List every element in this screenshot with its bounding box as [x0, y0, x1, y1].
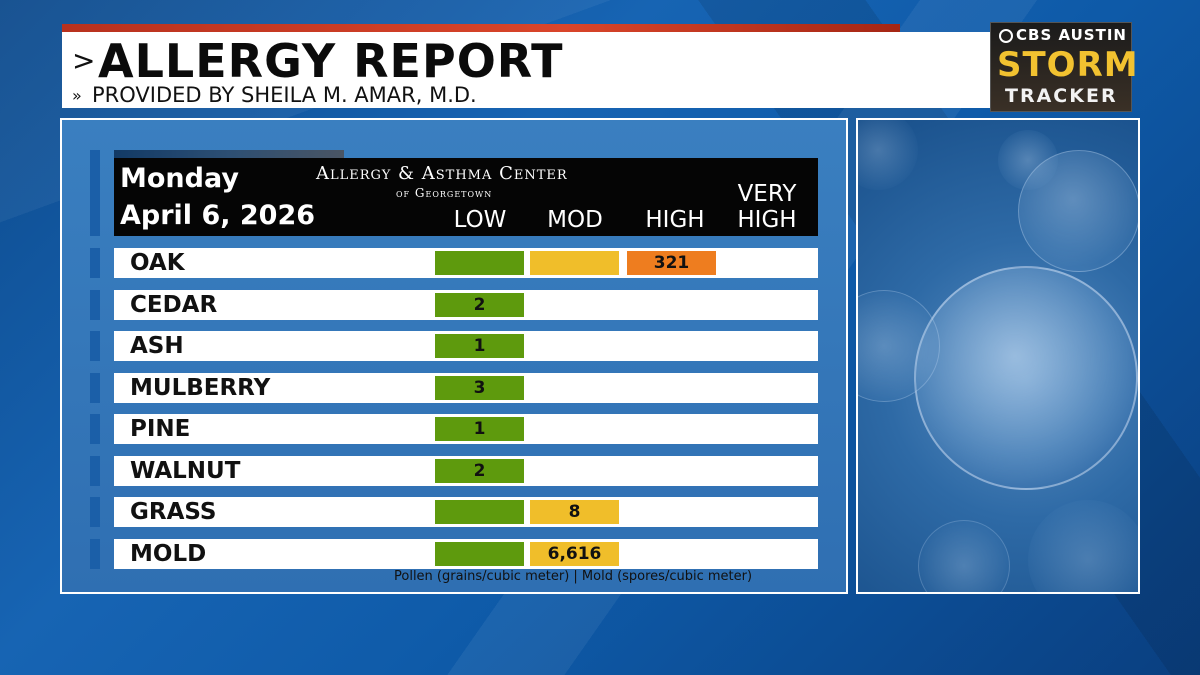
value-bar: 3 [435, 376, 524, 400]
row-label: MOLD [130, 541, 207, 567]
row-side-strip [90, 539, 100, 569]
spore-large-icon [914, 266, 1138, 490]
level-bar [435, 542, 524, 566]
row-label: MULBERRY [130, 375, 271, 401]
row-side-strip [90, 456, 100, 486]
level-low: LOW [453, 207, 507, 233]
row-side-strip [90, 373, 100, 403]
value-bar: 8 [530, 500, 619, 524]
spore-image-panel [856, 118, 1140, 594]
units-footnote: Pollen (grains/cubic meter) | Mold (spor… [394, 569, 753, 584]
row-label: PINE [130, 416, 191, 442]
spore-small-icon [998, 130, 1058, 190]
value-bar: 321 [627, 251, 716, 275]
subtitle-chevron-icon: » [72, 86, 82, 105]
cbs-eye-icon [999, 29, 1013, 43]
row-side-strip [90, 331, 100, 361]
logo-network-text: CBS AUSTIN [1016, 26, 1127, 44]
page-title: ALLERGY REPORT [98, 34, 564, 88]
level-bar [435, 500, 524, 524]
header-side-strip [90, 150, 100, 236]
spore-bottom-right-icon [1028, 500, 1138, 592]
row-label: CEDAR [130, 292, 218, 318]
logo-storm: STORM [997, 45, 1139, 85]
value-bar: 2 [435, 459, 524, 483]
station-logo: CBS AUSTIN STORM TRACKER [990, 22, 1138, 112]
value-bar: 1 [435, 417, 524, 441]
value-bar: 6,616 [530, 542, 619, 566]
row-label: GRASS [130, 499, 217, 525]
spore-top-left-icon [858, 120, 918, 190]
header-accent-line [62, 24, 900, 32]
title-chevron-icon: > [72, 44, 96, 77]
row-label: OAK [130, 250, 185, 276]
report-day: Monday [120, 163, 239, 194]
title-bar: > ALLERGY REPORT » PROVIDED BY SHEILA M.… [62, 32, 990, 108]
value-bar: 2 [435, 293, 524, 317]
row-side-strip [90, 248, 100, 278]
logo-tracker: TRACKER [1005, 85, 1118, 107]
row-side-strip [90, 414, 100, 444]
spore-medium-icon [1018, 150, 1138, 272]
logo-network: CBS AUSTIN [999, 26, 1127, 44]
level-mod: MOD [547, 207, 603, 233]
value-bar: 1 [435, 334, 524, 358]
row-label: WALNUT [130, 458, 241, 484]
org-location: of Georgetown [396, 186, 493, 200]
level-bar [435, 251, 524, 275]
report-date: April 6, 2026 [120, 200, 316, 231]
report-header [114, 158, 818, 236]
level-very-high-line1: VERY [737, 181, 797, 207]
level-bar [530, 251, 619, 275]
level-high: HIGH [645, 207, 705, 233]
page-subtitle: PROVIDED BY SHEILA M. AMAR, M.D. [92, 83, 477, 107]
spore-bottom-icon [918, 520, 1010, 592]
header-accent-strip [114, 150, 344, 158]
row-side-strip [90, 497, 100, 527]
row-side-strip [90, 290, 100, 320]
level-very-high-line2: HIGH [737, 207, 797, 233]
row-label: ASH [130, 333, 184, 359]
org-name: Allergy & Asthma Center [316, 163, 568, 184]
